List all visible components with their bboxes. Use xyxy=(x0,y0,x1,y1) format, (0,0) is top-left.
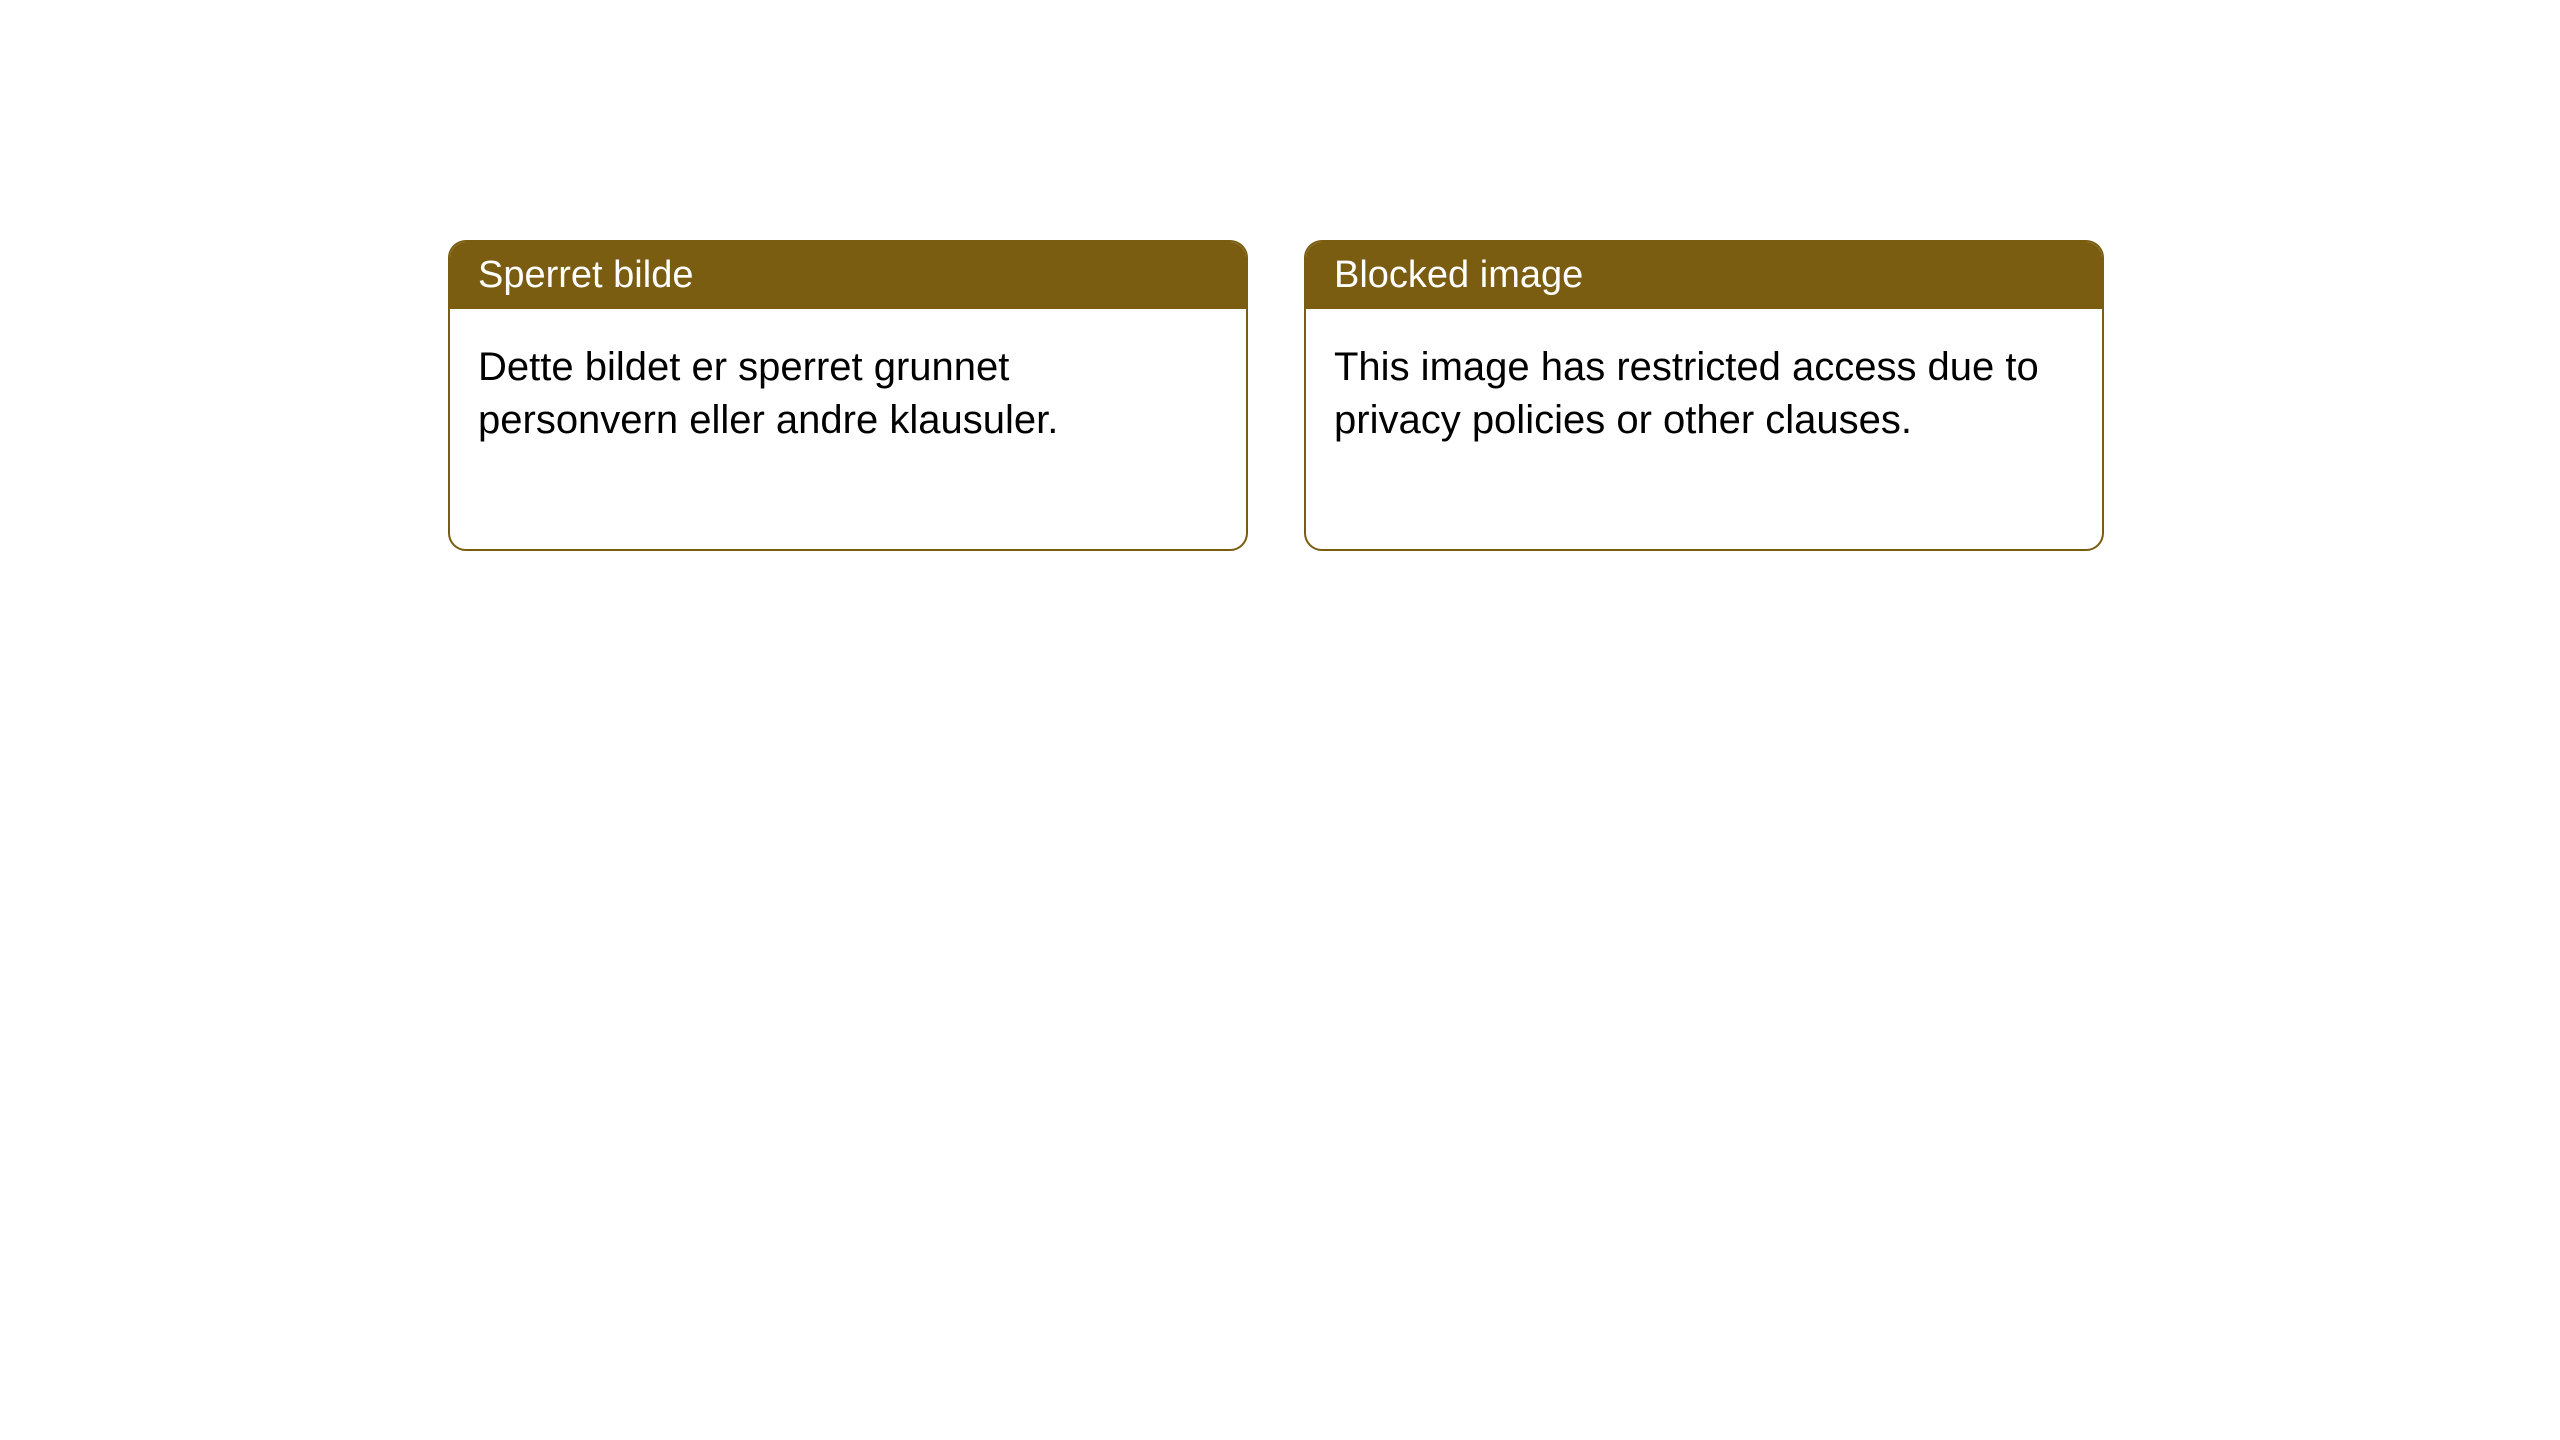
notice-header: Blocked image xyxy=(1306,242,2102,309)
notice-body: This image has restricted access due to … xyxy=(1306,309,2102,549)
notice-body: Dette bildet er sperret grunnet personve… xyxy=(450,309,1246,549)
notice-box-english: Blocked image This image has restricted … xyxy=(1304,240,2104,551)
notices-container: Sperret bilde Dette bildet er sperret gr… xyxy=(448,240,2104,551)
notice-body-text: Dette bildet er sperret grunnet personve… xyxy=(478,345,1058,442)
notice-header: Sperret bilde xyxy=(450,242,1246,309)
notice-title: Blocked image xyxy=(1334,254,1583,296)
notice-body-text: This image has restricted access due to … xyxy=(1334,345,2039,442)
notice-title: Sperret bilde xyxy=(478,254,693,296)
notice-box-norwegian: Sperret bilde Dette bildet er sperret gr… xyxy=(448,240,1248,551)
